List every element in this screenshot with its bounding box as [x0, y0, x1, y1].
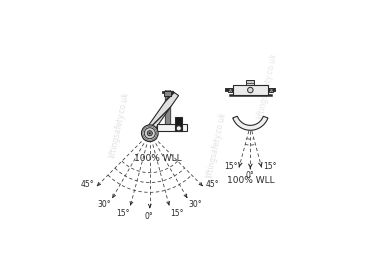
- Bar: [228, 88, 232, 92]
- Text: 15°: 15°: [116, 209, 130, 218]
- Circle shape: [248, 87, 253, 93]
- Text: 15°: 15°: [224, 162, 237, 171]
- Circle shape: [144, 128, 155, 139]
- Circle shape: [230, 89, 232, 91]
- Bar: [176, 118, 182, 131]
- Circle shape: [270, 89, 273, 91]
- Bar: [269, 88, 273, 92]
- Text: 45°: 45°: [205, 180, 219, 189]
- Polygon shape: [233, 116, 268, 130]
- Text: 15°: 15°: [263, 162, 277, 171]
- Bar: [157, 124, 187, 131]
- Text: liftingsafety.co.uk: liftingsafety.co.uk: [256, 52, 279, 120]
- Text: 15°: 15°: [170, 209, 183, 218]
- Text: 100% WLL: 100% WLL: [134, 154, 182, 163]
- Circle shape: [147, 131, 152, 136]
- Text: 30°: 30°: [189, 200, 202, 209]
- Polygon shape: [149, 91, 178, 130]
- Text: 100% WLL: 100% WLL: [226, 176, 274, 185]
- Text: liftingsafety.co.uk: liftingsafety.co.uk: [108, 91, 130, 159]
- Text: 0°: 0°: [144, 212, 153, 221]
- Circle shape: [149, 132, 151, 134]
- Text: 0°: 0°: [245, 171, 254, 180]
- Circle shape: [141, 125, 158, 142]
- Text: liftingsafety.co.uk: liftingsafety.co.uk: [204, 111, 227, 179]
- Circle shape: [176, 126, 182, 131]
- Text: 45°: 45°: [81, 180, 94, 189]
- Text: 30°: 30°: [97, 200, 111, 209]
- Bar: [232, 85, 268, 95]
- Bar: [164, 91, 171, 96]
- Bar: [246, 80, 254, 85]
